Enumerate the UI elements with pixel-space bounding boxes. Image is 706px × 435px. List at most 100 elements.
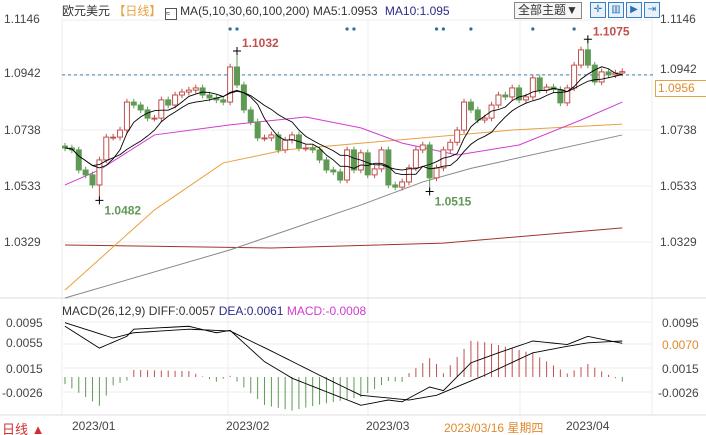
candle-body xyxy=(399,181,406,188)
candle-body xyxy=(206,94,213,99)
candle-body xyxy=(502,94,509,98)
candle-body xyxy=(275,134,282,151)
play-icon[interactable]: ▶ xyxy=(626,2,642,18)
candle-body xyxy=(62,145,68,149)
candle-body xyxy=(440,149,447,169)
candle-body xyxy=(454,129,461,143)
candle-body xyxy=(605,71,612,76)
candle-body xyxy=(268,134,275,139)
candle-body xyxy=(289,134,296,141)
ma60-line xyxy=(64,123,623,291)
extreme-marker xyxy=(95,196,104,205)
exit-icon[interactable]: ⇥ xyxy=(644,2,660,18)
candle-body xyxy=(516,87,523,101)
candle-body xyxy=(137,104,144,111)
macd-right-label: 0.0095 xyxy=(662,316,699,330)
candle-body xyxy=(282,139,289,151)
period-toggle-button[interactable]: 日线 ▲ xyxy=(2,422,45,435)
x-axis-date: 2023/01 xyxy=(72,419,116,433)
candle-body xyxy=(598,71,605,83)
candle-body xyxy=(557,89,564,104)
ma200-line xyxy=(64,227,623,249)
macd-right-label: 0.0015 xyxy=(662,362,699,376)
candle-body xyxy=(89,174,96,186)
extreme-label: 1.0515 xyxy=(435,194,472,208)
ma10-line xyxy=(64,73,623,171)
x-axis-date: 2023/04 xyxy=(566,419,610,433)
candle-body xyxy=(536,77,543,91)
extreme-marker xyxy=(233,46,241,55)
candle-body xyxy=(406,167,412,183)
candle-body xyxy=(185,89,192,93)
candle-body xyxy=(158,99,165,119)
left-price-label: 1.0533 xyxy=(4,179,41,193)
extreme-label: 1.1075 xyxy=(593,24,630,38)
candle-body xyxy=(220,99,227,103)
candle-body xyxy=(474,109,481,121)
candle-body xyxy=(619,71,626,74)
candle-body xyxy=(357,152,364,171)
candle-body xyxy=(130,101,137,106)
candle-body xyxy=(571,64,578,89)
macd-title: MACD(26,12,9) xyxy=(62,304,146,318)
ma100-line xyxy=(64,134,623,299)
candle-body xyxy=(254,121,261,139)
candle-body xyxy=(103,136,110,161)
ma5-line xyxy=(64,66,623,176)
candle-body xyxy=(75,149,82,171)
candle-body xyxy=(234,66,240,86)
candle-body xyxy=(481,117,488,121)
event-marker-dot xyxy=(469,27,473,31)
theme-dropdown[interactable]: 全部主题▼ xyxy=(514,2,582,19)
macd-diff-line xyxy=(64,325,623,406)
candle-body xyxy=(426,144,433,179)
macd-left-label: 0.0015 xyxy=(6,362,43,376)
right-price-label: 1.0329 xyxy=(660,235,697,249)
crosshair-icon[interactable]: ✛ xyxy=(590,2,606,18)
x-axis-date: 2023/03 xyxy=(366,419,410,433)
ma-settings-icon[interactable]: ≈ xyxy=(164,8,177,20)
x-axis-date: 2023/02 xyxy=(226,419,270,433)
candle-body xyxy=(323,159,330,171)
candle-body xyxy=(117,129,124,138)
right-price-label: 1.0533 xyxy=(660,179,697,193)
event-marker-dot xyxy=(352,27,356,31)
candle-body xyxy=(447,141,454,151)
candle-body xyxy=(309,147,316,151)
left-price-label: 1.0329 xyxy=(4,235,41,249)
macd-dea-line xyxy=(64,322,623,401)
macd-header: MACD(26,12,9) DIFF:0.0057 DEA:0.0061 MAC… xyxy=(62,304,366,318)
event-marker-dot xyxy=(235,27,239,31)
bar-icon[interactable]: ▥ xyxy=(608,2,624,18)
candle-body xyxy=(522,96,529,101)
candle-body xyxy=(467,101,474,111)
candle-body xyxy=(172,94,179,106)
period-label: 【日线】 xyxy=(113,4,162,18)
right-price-label: 1.0942 xyxy=(660,62,697,76)
left-price-label: 1.0942 xyxy=(4,66,41,80)
hover-date-label: 2023/03/16 星期四 xyxy=(444,419,546,435)
ma30-line xyxy=(64,101,623,186)
macd-value: MACD:-0.0008 xyxy=(286,304,367,318)
left-price-label: 1.0738 xyxy=(4,123,41,137)
extreme-marker xyxy=(583,35,592,44)
macd-left-label: -0.0026 xyxy=(2,386,43,400)
candle-body xyxy=(364,152,371,176)
extreme-marker xyxy=(425,187,434,196)
chart-title: 欧元美元 【日线】 ≈ MA(5,10,30,60,100,200) MA5:1… xyxy=(62,2,450,20)
candle-body xyxy=(591,64,598,83)
ma10-value: MA10:1.095 xyxy=(384,4,450,18)
candle-body xyxy=(461,101,468,131)
candle-body xyxy=(419,144,426,151)
macd-left-label: 0.0095 xyxy=(6,316,43,330)
event-marker-dot xyxy=(441,27,445,31)
candle-body xyxy=(82,169,89,176)
event-marker-dot xyxy=(531,27,535,31)
candle-body xyxy=(578,49,584,66)
candle-body xyxy=(337,171,344,181)
candle-body xyxy=(165,99,172,106)
candle-body xyxy=(178,91,185,96)
macd-left-label: 0.0055 xyxy=(6,336,43,350)
